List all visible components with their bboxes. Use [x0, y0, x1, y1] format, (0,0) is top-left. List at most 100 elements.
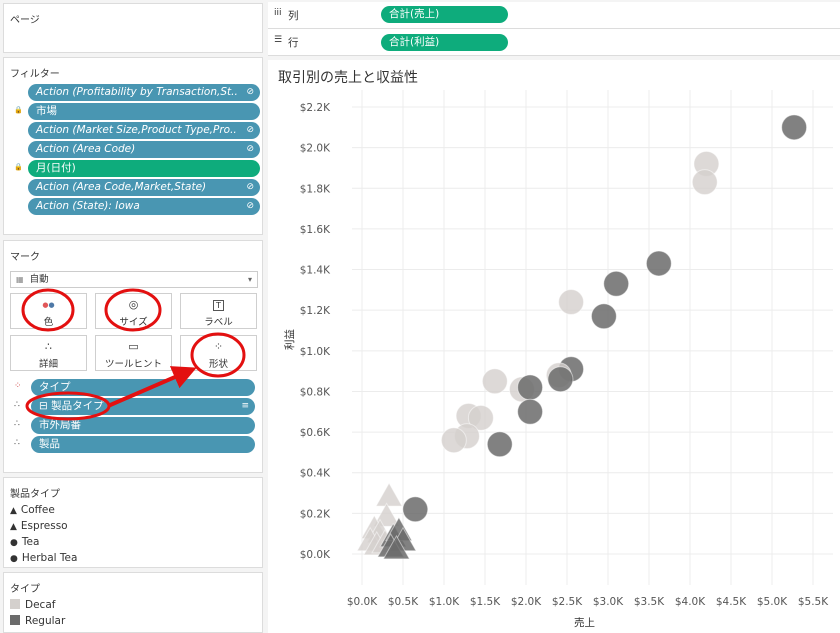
legend-label: Regular	[25, 615, 66, 627]
filter-pill[interactable]: 市場	[28, 103, 260, 120]
chart-title: 取引別の売上と収益性	[278, 70, 418, 86]
rows-shelf[interactable]: ☰ 行 合計(利益)	[268, 29, 840, 56]
legend-product-item[interactable]: ▲ Espresso	[10, 520, 68, 532]
rows-icon: ☰	[274, 35, 283, 45]
data-point[interactable]	[645, 250, 672, 277]
mark-field-pill[interactable]: 製品	[31, 436, 255, 453]
detail-dots-icon: ∴	[14, 419, 20, 429]
triangle-icon: ▲	[10, 506, 17, 516]
filter-pill[interactable]: Action (Area Code,Market,State) ⊘	[28, 179, 260, 196]
mark-field-label: 製品	[39, 438, 60, 450]
mark-card-label[interactable]: T ラベル	[180, 293, 257, 329]
detail-icon: ∴	[45, 340, 52, 353]
mark-field-pill[interactable]: タイプ	[31, 379, 255, 396]
filter-pill-label: 市場	[36, 105, 57, 117]
label-icon: T	[181, 298, 256, 312]
marks-title: マーク	[10, 252, 40, 263]
scatter-plot: $0.0K $0.2K $0.4K $0.6K $0.8K $1.0K $1.2K $1.4K…	[300, 90, 833, 608]
x-tick-label: $1.0K	[429, 596, 460, 608]
y-tick-label: $1.4K	[300, 265, 331, 277]
data-point[interactable]	[781, 114, 808, 141]
data-point[interactable]	[590, 303, 617, 330]
filter-pill-label: Action (State): Iowa	[36, 200, 140, 212]
shelves-panel: iii 列 合計(売上) ☰ 行 合計(利益)	[268, 2, 840, 56]
mark-field-pill[interactable]: 市外局番	[31, 417, 255, 434]
mark-field-label: 市外局番	[39, 419, 81, 431]
x-tick-label: $5.0K	[757, 596, 788, 608]
rows-pill[interactable]: 合計(利益)	[381, 34, 508, 51]
data-point[interactable]	[481, 368, 508, 395]
lock-icon: 🔒	[14, 106, 23, 114]
mark-type-dropdown[interactable]: ▦ 自動 ▾	[10, 271, 258, 288]
pages-title: ページ	[10, 15, 40, 26]
shape-dots-icon: ∴	[14, 400, 20, 410]
y-tick-label: $1.6K	[300, 224, 331, 236]
type-legend: タイプ Decaf Regular	[3, 572, 263, 633]
legend-product-item[interactable]: ▲ Coffee	[10, 504, 55, 516]
x-tick-label: $4.5K	[716, 596, 747, 608]
color-swatch	[10, 599, 20, 609]
mark-card-detail[interactable]: ∴ 詳細	[10, 335, 87, 371]
data-point[interactable]	[375, 482, 403, 507]
x-tick-label: $0.0K	[347, 596, 378, 608]
color-swatch	[10, 615, 20, 625]
filter-pill[interactable]: Action (State): Iowa ⊘	[28, 198, 260, 215]
data-point[interactable]	[517, 374, 544, 401]
columns-shelf[interactable]: iii 列 合計(売上)	[268, 2, 840, 29]
mark-card-label: 色	[43, 317, 54, 328]
data-point[interactable]	[547, 366, 574, 393]
data-point[interactable]	[440, 427, 467, 454]
columns-icon: iii	[274, 8, 282, 18]
filter-pill[interactable]: Action (Area Code) ⊘	[28, 141, 260, 158]
size-icon: ◎	[128, 298, 139, 311]
product-type-legend-title: 製品タイプ	[10, 489, 60, 500]
filter-pill[interactable]: Action (Profitability by Transaction,St.…	[28, 84, 260, 101]
legend-product-item[interactable]: ● Herbal Tea	[10, 552, 77, 564]
link-icon: ⊘	[246, 144, 254, 154]
type-legend-title: タイプ	[10, 584, 40, 595]
data-point[interactable]	[382, 534, 411, 560]
marks-panel: マーク ▦ 自動 ▾ ●● 色 ◎ サイズ T ラベル ∴ 詳細 ▭ ツールヒント ⁘ 形状 ⁘ タイプ…	[3, 240, 263, 473]
data-point[interactable]	[467, 404, 494, 431]
legend-label: Decaf	[25, 599, 56, 611]
mark-card-tooltip[interactable]: ▭ ツールヒント	[95, 335, 172, 371]
data-point[interactable]	[517, 398, 544, 425]
link-icon: ⊘	[246, 182, 254, 192]
mark-field-pill[interactable]: ⊟ 製品タイプ ≡	[31, 398, 255, 415]
y-tick-label: $2.0K	[300, 143, 331, 155]
filter-pill-label: 月(日付)	[36, 162, 76, 174]
columns-pill[interactable]: 合計(売上)	[381, 6, 508, 23]
y-tick-label: $0.0K	[300, 549, 331, 561]
data-point[interactable]	[603, 270, 630, 297]
mark-card-label: ツールヒント	[104, 359, 162, 370]
y-tick-label: $0.8K	[300, 386, 331, 398]
data-point[interactable]	[402, 496, 429, 523]
chart-panel: 取引別の売上と収益性 $0.0K $0.2K $0.4K $0.6K $0.8K $1.0…	[268, 60, 840, 633]
filter-pill[interactable]: Action (Market Size,Product Type,Pro.. ⊘	[28, 122, 260, 139]
circle-icon: ●	[10, 554, 18, 564]
lock-icon: 🔒	[14, 163, 23, 171]
sort-icon: ≡	[241, 401, 249, 411]
x-tick-label: $3.5K	[634, 596, 665, 608]
filter-pill[interactable]: 月(日付)	[28, 160, 260, 177]
color-icon: ●●	[42, 301, 55, 309]
data-point[interactable]	[691, 169, 718, 196]
x-tick-label: $1.5K	[470, 596, 501, 608]
y-tick-label: $1.2K	[300, 305, 331, 317]
mark-card-color[interactable]: ●● 色	[10, 293, 87, 329]
mark-card-size[interactable]: ◎ サイズ	[95, 293, 172, 329]
mark-card-shape[interactable]: ⁘ 形状	[180, 335, 257, 371]
legend-product-item[interactable]: ● Tea	[10, 536, 39, 548]
data-point[interactable]	[486, 431, 513, 458]
legend-type-item[interactable]: Regular	[10, 615, 65, 627]
mark-type-value: 自動	[29, 274, 49, 285]
filter-pill-label: Action (Market Size,Product Type,Pro..	[36, 124, 237, 136]
data-point[interactable]	[558, 289, 585, 316]
y-tick-label: $0.4K	[300, 468, 331, 480]
legend-type-item[interactable]: Decaf	[10, 599, 55, 611]
tick-layer: $0.0K $0.2K $0.4K $0.6K $0.8K $1.0K $1.2K $1.4K…	[300, 102, 830, 608]
tooltip-icon: ▭	[128, 340, 139, 353]
product-type-legend: 製品タイプ ▲ Coffee ▲ Espresso ● Tea ● Herbal Tea	[3, 477, 263, 568]
y-tick-label: $1.8K	[300, 183, 331, 195]
filter-pill-label: Action (Area Code)	[36, 143, 136, 155]
